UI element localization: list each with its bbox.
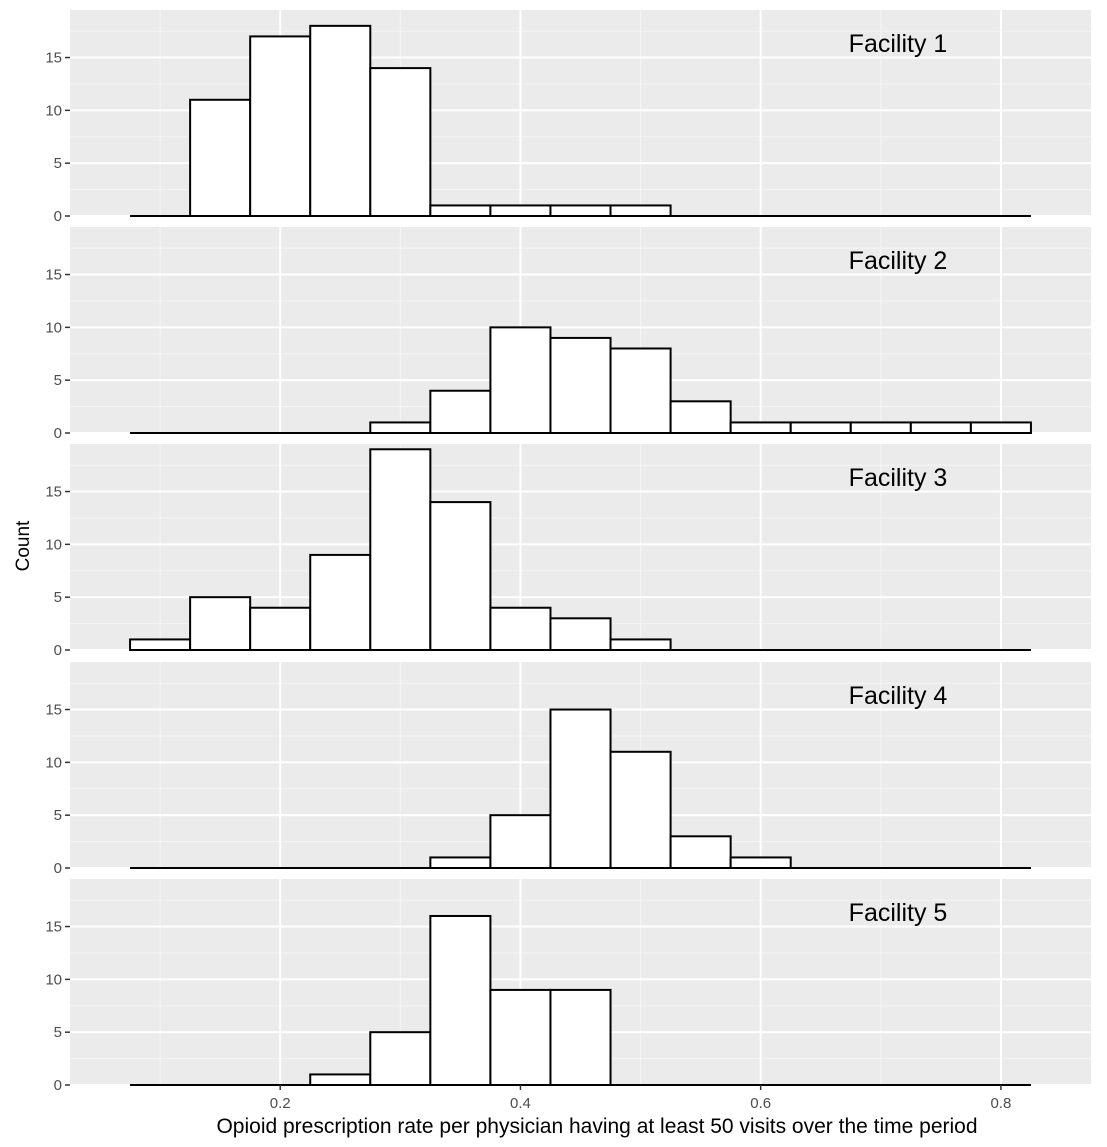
y-tick-label: 5	[54, 807, 62, 824]
histogram-bar	[671, 836, 731, 868]
x-axis: 0.2 0.4 0.6 0.8	[270, 1085, 1012, 1112]
facet-panel-2: 0 5 10 15 Facility 2	[45, 227, 1091, 442]
facet-label: Facility 4	[849, 682, 948, 710]
x-tick-label: 0.6	[750, 1095, 771, 1112]
histogram-bar	[490, 990, 550, 1085]
histogram-bar	[430, 857, 490, 868]
histogram-bar	[550, 990, 610, 1085]
histogram-bar	[611, 752, 671, 868]
histogram-bar	[791, 422, 851, 433]
panels-layer: 0 5 10 15 Facility 1 0 5 10 15 Facility 2 0 5 10 15 Fa…	[45, 10, 1091, 1094]
histogram-bar	[550, 618, 610, 650]
histogram-bar	[310, 1074, 370, 1085]
histogram-bar	[430, 502, 490, 650]
histogram-bar	[611, 205, 671, 216]
histogram-bar	[370, 68, 430, 216]
y-tick-label: 15	[45, 919, 62, 936]
x-tick-label: 0.2	[270, 1095, 291, 1112]
y-tick-label: 10	[45, 319, 62, 336]
histogram-bar	[550, 338, 610, 433]
facet-label: Facility 1	[849, 30, 948, 58]
histogram-bar	[250, 608, 310, 650]
y-tick-label: 10	[45, 754, 62, 771]
y-tick-label: 0	[54, 1077, 62, 1094]
histogram-bar	[370, 422, 430, 433]
y-tick-label: 0	[54, 425, 62, 442]
y-tick-label: 5	[54, 155, 62, 172]
histogram-bar	[731, 857, 791, 868]
y-tick-label: 15	[45, 484, 62, 501]
facet-label: Facility 3	[849, 464, 948, 492]
x-tick-label: 0.8	[990, 1095, 1011, 1112]
facet-panel-1: 0 5 10 15 Facility 1	[45, 10, 1091, 225]
y-axis-title: Count	[13, 520, 34, 571]
histogram-bar	[911, 422, 971, 433]
facet-panel-3: 0 5 10 15 Facility 3	[45, 444, 1091, 659]
histogram-bar	[190, 597, 250, 650]
y-tick-label: 0	[54, 642, 62, 659]
y-tick-label: 10	[45, 971, 62, 988]
y-tick-label: 5	[54, 372, 62, 389]
facet-label: Facility 5	[849, 899, 948, 927]
histogram-bar	[430, 205, 490, 216]
histogram-bar	[370, 1032, 430, 1085]
y-tick-label: 0	[54, 860, 62, 877]
histogram-bar	[130, 639, 190, 650]
x-axis-title: Opioid prescription rate per physician h…	[216, 1115, 977, 1138]
facet-panel-4: 0 5 10 15 Facility 4	[45, 662, 1091, 877]
histogram-bar	[490, 327, 550, 433]
facet-panel-5: 0 5 10 15 Facility 5	[45, 879, 1091, 1094]
histogram-bar	[851, 422, 911, 433]
histogram-bar	[611, 348, 671, 433]
histogram-bar	[370, 449, 430, 650]
histogram-bar	[490, 815, 550, 868]
histogram-bar	[971, 422, 1031, 433]
y-tick-label: 5	[54, 589, 62, 606]
facet-label: Facility 2	[849, 247, 948, 275]
histogram-bar	[310, 555, 370, 650]
histogram-bar	[430, 916, 490, 1085]
histogram-bar	[490, 608, 550, 650]
y-tick-label: 5	[54, 1024, 62, 1041]
y-tick-label: 15	[45, 267, 62, 284]
histogram-bar	[490, 205, 550, 216]
histogram-bar	[250, 36, 310, 216]
histogram-bar	[671, 401, 731, 433]
y-tick-label: 15	[45, 50, 62, 67]
histogram-bar	[550, 205, 610, 216]
y-tick-label: 0	[54, 208, 62, 225]
histogram-bar	[611, 639, 671, 650]
histogram-bar	[550, 710, 610, 868]
histogram-bar	[190, 100, 250, 216]
histogram-bar	[731, 422, 791, 433]
y-tick-label: 10	[45, 536, 62, 553]
histogram-bar	[310, 26, 370, 216]
histogram-bar	[430, 391, 490, 433]
y-tick-label: 10	[45, 102, 62, 119]
x-tick-label: 0.4	[510, 1095, 531, 1112]
y-tick-label: 15	[45, 702, 62, 719]
